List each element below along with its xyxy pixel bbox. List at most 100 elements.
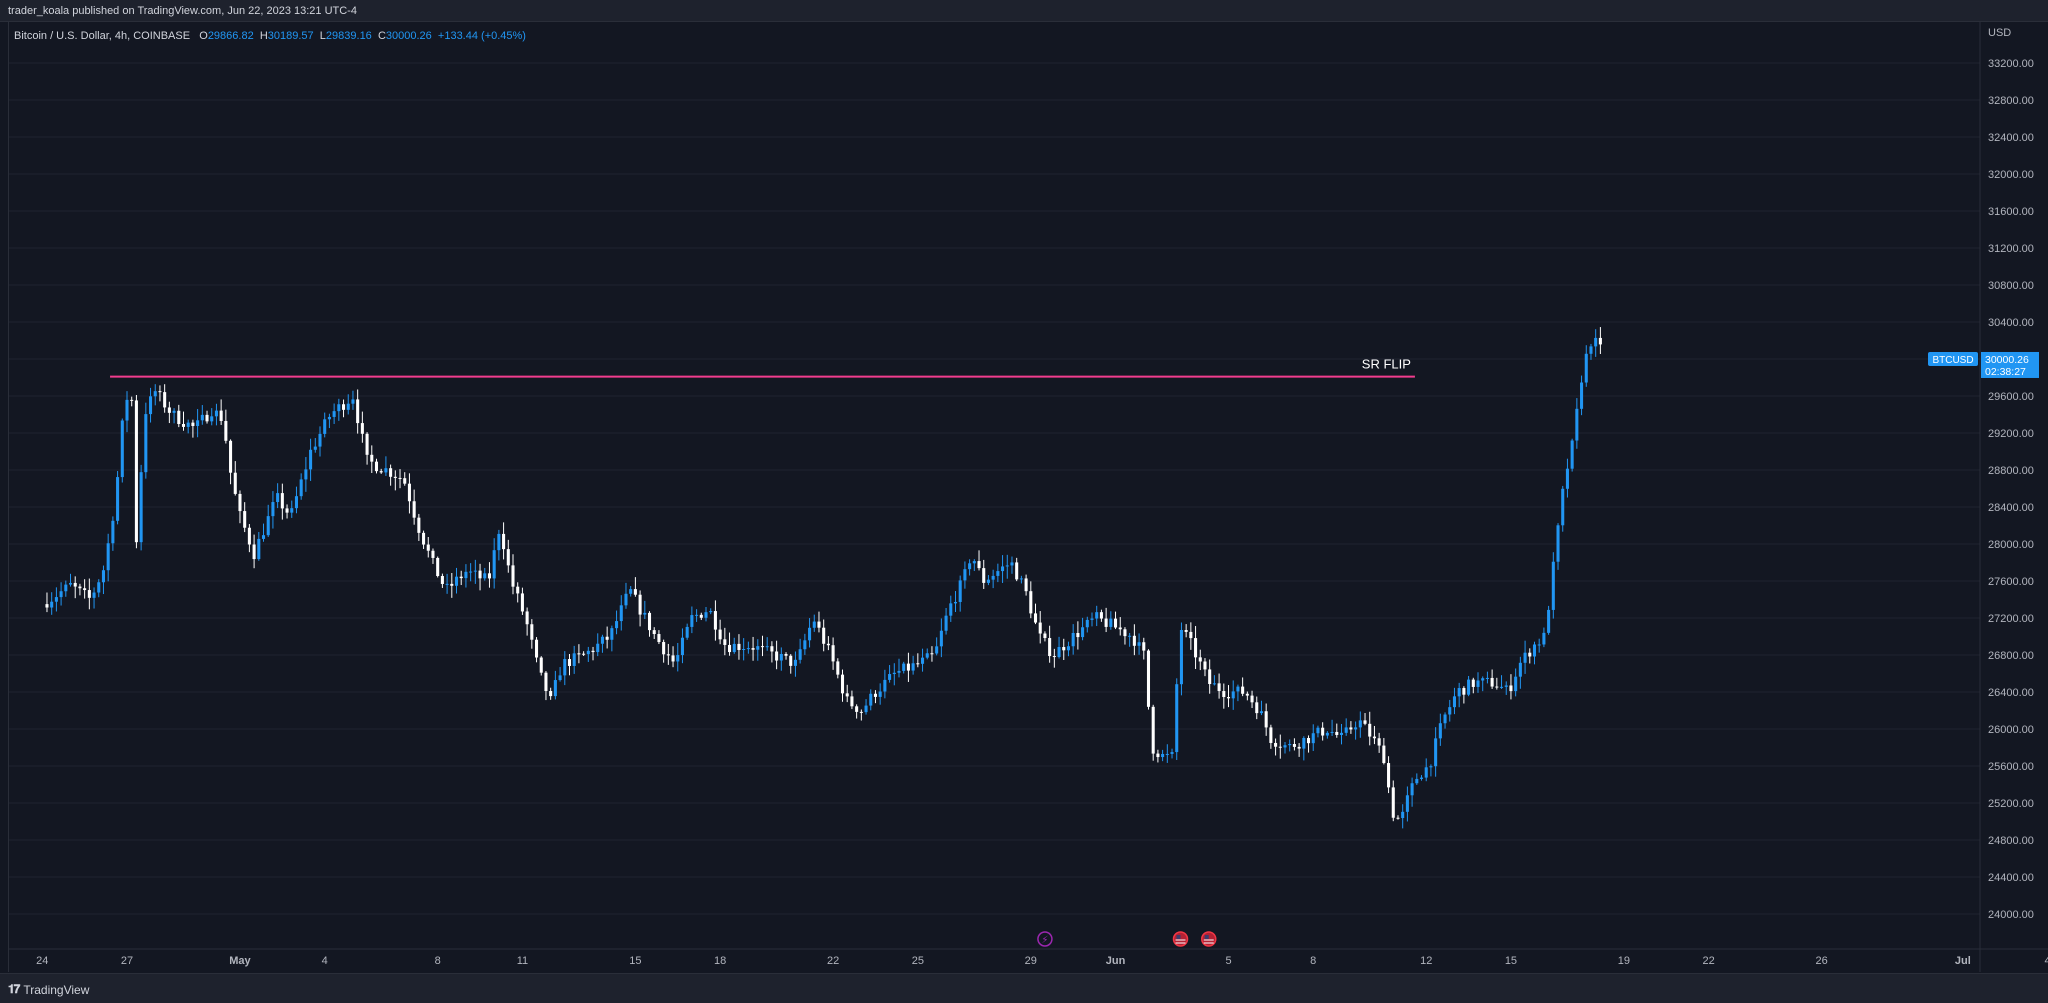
high-value: 30189.57 (267, 30, 314, 42)
candle-body (1321, 727, 1325, 736)
candle-body (1584, 353, 1588, 383)
candle-body (972, 561, 976, 564)
candle-body (483, 573, 487, 579)
candle-body (996, 571, 1000, 576)
candle-body (1476, 680, 1480, 687)
candle-body (276, 493, 280, 503)
candle-body (563, 659, 567, 676)
price-tick-label: 32000.00 (1988, 169, 2034, 181)
candle-body (1485, 677, 1489, 679)
candle-body (163, 392, 167, 408)
candle-body (1598, 337, 1602, 345)
candle-body (586, 650, 590, 655)
candle-body (426, 544, 430, 551)
price-tick-label: 24800.00 (1988, 835, 2034, 847)
candle-body (1532, 644, 1537, 657)
candle-body (342, 404, 346, 410)
candle-body (1062, 647, 1066, 651)
tradingview-logo[interactable]: 𝟏𝟕 TradingView (8, 982, 89, 997)
candle-body (1005, 565, 1009, 567)
candle-body (1481, 678, 1485, 681)
candle-body (916, 663, 920, 665)
price-tick-label: 26800.00 (1988, 650, 2034, 662)
candle-body (290, 508, 294, 513)
open-value: 29866.82 (207, 30, 254, 42)
candle-body (968, 563, 972, 570)
candle-body (506, 549, 510, 566)
candle-body (520, 593, 524, 612)
chart-area[interactable]: USD 33200.00 32800.00 32400.00 32000.00 31600… (8, 22, 2048, 972)
time-tick-label: Jun (1106, 955, 1126, 967)
candle-body (836, 661, 840, 675)
price-tick-label: 31200.00 (1988, 243, 2034, 255)
candle-body (1123, 629, 1127, 637)
candle-body (1128, 635, 1132, 637)
candle-body (403, 478, 407, 484)
price-tick-label: 26400.00 (1988, 687, 2034, 699)
candle-body (873, 693, 877, 697)
time-tick-label: 15 (629, 955, 641, 967)
price-tick-label: 26000.00 (1988, 724, 2034, 736)
candle-body (525, 611, 529, 625)
candle-body (756, 646, 760, 650)
candle-body (1419, 777, 1424, 779)
candle-body (779, 653, 783, 661)
candle-body (572, 653, 576, 666)
candle-body (337, 404, 341, 412)
candle-body (1161, 753, 1165, 758)
candle-body (1231, 691, 1235, 699)
candle-body (1217, 683, 1221, 692)
candle-body (440, 576, 444, 584)
candle-body (850, 696, 854, 707)
candle-body (229, 440, 233, 473)
price-chart[interactable]: USD 33200.00 32800.00 32400.00 32000.00 31600… (9, 22, 2048, 972)
candle-body (407, 483, 411, 502)
time-tick-label: 15 (1505, 955, 1517, 967)
candle-body (464, 571, 468, 579)
candle-body (346, 403, 350, 410)
candle-body (577, 653, 581, 655)
candle-body (1184, 629, 1188, 632)
candle-body (431, 550, 435, 558)
candle-body (78, 586, 82, 589)
candle-body (238, 493, 242, 512)
candle-body (134, 400, 138, 543)
candle-body (1330, 731, 1334, 733)
candle-body (699, 614, 703, 618)
candle-body (1292, 744, 1296, 747)
close-label: C (377, 30, 386, 42)
candle-body (803, 640, 807, 650)
candle-body (1438, 723, 1442, 739)
change-value: +133.44 (+0.45%) (437, 30, 526, 42)
candle-body (949, 603, 953, 616)
candle-body (1259, 711, 1263, 714)
candle-body (59, 591, 63, 598)
candle-body (902, 663, 906, 671)
candle-body (1443, 714, 1447, 724)
candle-body (116, 477, 120, 521)
price-tick-label: 24000.00 (1988, 909, 2034, 921)
price-tick-label: 30400.00 (1988, 317, 2034, 329)
candle-body (1467, 679, 1471, 695)
candle-body (1015, 562, 1019, 580)
candle-body (808, 627, 812, 641)
candle-body (831, 645, 835, 662)
time-tick-label: 24 (36, 955, 48, 967)
candle-body (1033, 613, 1038, 623)
candle-body (492, 550, 496, 579)
price-tick-label: 33200.00 (1988, 58, 2034, 70)
candle-body (149, 396, 153, 415)
lightning-event-icon[interactable] (1037, 931, 1053, 947)
candle-body (911, 663, 915, 671)
candle-body (977, 561, 981, 569)
candle-body (139, 472, 143, 543)
candle-body (167, 407, 171, 413)
candle-body (45, 604, 49, 608)
candle-body (384, 468, 388, 473)
candle-body (191, 422, 195, 427)
candle-body (615, 621, 619, 629)
candle-body (864, 705, 868, 713)
candle-body (181, 424, 186, 427)
candle-body (1010, 562, 1014, 566)
candle-body (1316, 727, 1320, 734)
